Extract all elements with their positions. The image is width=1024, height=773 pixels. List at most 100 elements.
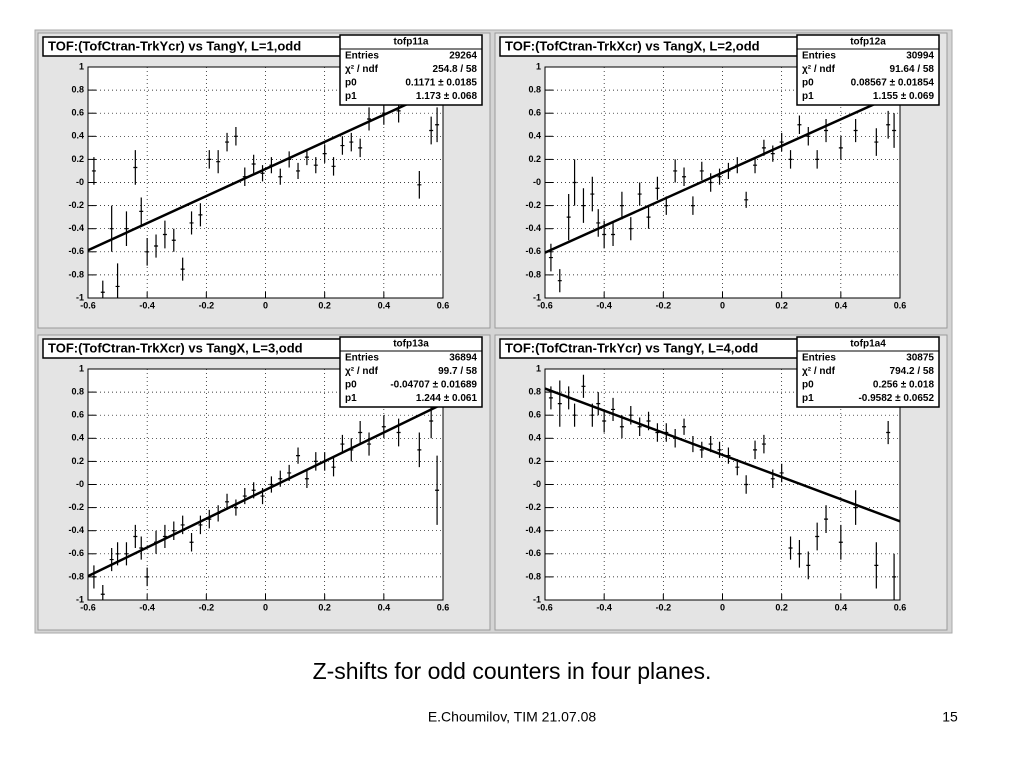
error-bar-point <box>242 487 247 505</box>
x-tick-label: -0.2 <box>199 300 215 310</box>
fit-line <box>545 91 900 254</box>
stats-value: 0.08567 ± 0.01854 <box>851 78 935 89</box>
stats-value: -0.04707 ± 0.01689 <box>390 380 477 391</box>
error-bar-point <box>171 521 176 540</box>
error-bar-point <box>853 490 858 525</box>
x-tick-label: -0.2 <box>656 602 672 612</box>
error-bar-point <box>162 220 167 249</box>
fit-line <box>88 86 443 252</box>
y-tick-label: 1 <box>79 61 84 71</box>
error-bar-point <box>611 397 616 421</box>
x-tick-label: 0.2 <box>775 300 788 310</box>
y-tick-label: 0.6 <box>71 410 84 420</box>
error-bar-point <box>340 434 345 454</box>
stats-value: 1.173 ± 0.068 <box>416 91 478 102</box>
error-bar-point <box>572 159 577 206</box>
error-bar-point <box>171 228 176 252</box>
stats-label: p1 <box>345 393 357 404</box>
y-tick-label: 0.6 <box>528 410 541 420</box>
error-bar-point <box>566 194 571 241</box>
error-bar-point <box>162 524 167 549</box>
error-bar-point <box>838 524 843 560</box>
plot-title: TOF:(TofCtran-TrkYcr) vs TangY, L=4,odd <box>505 340 758 355</box>
stats-value: 29264 <box>449 51 477 62</box>
stats-label: p0 <box>345 380 357 391</box>
error-bar-point <box>145 237 150 266</box>
y-tick-label: 0.8 <box>528 84 541 94</box>
y-tick-label: 0.2 <box>71 456 84 466</box>
y-tick-label: -1 <box>533 292 541 302</box>
stats-label: p1 <box>802 393 814 404</box>
error-bar-point <box>637 182 642 206</box>
error-bar-point <box>296 162 301 180</box>
error-bar-point <box>278 168 283 185</box>
error-bar-point <box>596 209 601 237</box>
data-layer <box>545 374 900 600</box>
error-bar-point <box>717 441 722 458</box>
x-tick-label: -0.4 <box>596 300 612 310</box>
error-bar-point <box>761 434 766 454</box>
error-bar-point <box>115 263 120 298</box>
error-bar-point <box>396 418 401 447</box>
error-bar-point <box>91 157 96 185</box>
data-layer <box>88 86 443 298</box>
error-bar-point <box>145 567 150 587</box>
error-bar-point <box>358 420 363 445</box>
stats-value: 1.244 ± 0.061 <box>416 393 478 404</box>
error-bar-point <box>417 432 422 468</box>
error-bar-point <box>619 415 624 439</box>
error-bar-point <box>322 144 327 163</box>
x-tick-label: -0.6 <box>537 602 553 612</box>
error-bar-point <box>572 403 577 427</box>
error-bar-point <box>367 107 372 131</box>
x-tick-label: 0 <box>263 300 268 310</box>
x-tick-label: -0.2 <box>199 602 215 612</box>
y-tick-label: -0.2 <box>68 200 84 210</box>
y-tick-label: 0.8 <box>71 84 84 94</box>
x-tick-label: -0.2 <box>656 300 672 310</box>
x-tick-label: -0.4 <box>139 300 155 310</box>
error-bar-point <box>91 565 96 589</box>
error-bar-point <box>797 115 802 134</box>
error-bar-point <box>367 432 372 456</box>
y-tick-label: -0 <box>76 479 84 489</box>
error-bar-point <box>628 217 633 241</box>
stats-value: 30875 <box>906 353 934 364</box>
y-tick-label: -1 <box>76 292 84 302</box>
fit-line <box>88 402 443 578</box>
y-tick-label: -0 <box>533 479 541 489</box>
error-bar-point <box>886 110 891 139</box>
y-tick-label: -0.8 <box>68 269 84 279</box>
error-bar-point <box>133 524 138 549</box>
error-bar-point <box>207 150 212 169</box>
stats-label: Entries <box>345 51 379 62</box>
error-bar-point <box>590 176 595 212</box>
error-bar-point <box>788 536 793 560</box>
error-bar-point <box>779 132 784 152</box>
stats-name: tofp11a <box>393 37 428 48</box>
x-tick-label: 0.6 <box>894 300 907 310</box>
stats-box <box>796 336 940 408</box>
error-bar-point <box>806 127 811 146</box>
plot-pad: -0.6 -0.4 -0.2 0 0.2 0.4 0.6 -1 -0.8 -0.6 -0.4 -0.2… <box>494 334 948 631</box>
stats-label: χ² / ndf <box>345 64 379 75</box>
error-bar-point <box>358 138 363 158</box>
y-tick-label: -0.4 <box>68 223 84 233</box>
error-bar-point <box>189 211 194 235</box>
error-bar-point <box>417 170 422 199</box>
x-tick-label: 0.4 <box>835 602 848 612</box>
y-tick-label: 0.4 <box>71 131 84 141</box>
error-bar-point <box>548 243 553 272</box>
error-bar-point <box>216 150 221 174</box>
error-bar-point <box>139 197 144 226</box>
error-bar-point <box>233 127 238 146</box>
y-tick-label: 1 <box>536 61 541 71</box>
error-bar-point <box>853 118 858 143</box>
y-tick-label: 0.4 <box>528 131 541 141</box>
error-bar-point <box>225 493 230 510</box>
error-bar-point <box>233 499 238 516</box>
y-tick-label: -1 <box>533 594 541 604</box>
error-bar-point <box>581 374 586 398</box>
error-bar-point <box>717 168 722 185</box>
